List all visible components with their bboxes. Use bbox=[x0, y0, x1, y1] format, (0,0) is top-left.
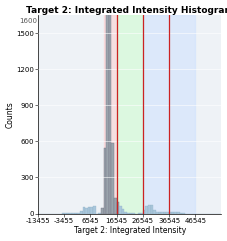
Title: Target 2: Integrated Intensity Histogram: Target 2: Integrated Intensity Histogram bbox=[26, 6, 227, 14]
Bar bbox=[143, 15, 195, 214]
Bar bbox=[109, 0, 111, 214]
Bar bbox=[153, 210, 156, 214]
Bar bbox=[119, 206, 122, 214]
Bar bbox=[148, 205, 151, 214]
Bar bbox=[67, 213, 69, 214]
Bar bbox=[151, 205, 153, 214]
Bar bbox=[182, 213, 185, 214]
Bar bbox=[104, 148, 106, 214]
Bar bbox=[72, 213, 75, 214]
Bar bbox=[117, 15, 143, 214]
Bar bbox=[122, 209, 124, 214]
Bar bbox=[169, 212, 172, 214]
Bar bbox=[156, 212, 158, 214]
Bar bbox=[124, 212, 127, 214]
Bar bbox=[127, 213, 130, 214]
Bar bbox=[146, 206, 148, 214]
Bar bbox=[174, 212, 177, 214]
Bar bbox=[111, 143, 114, 214]
Bar bbox=[158, 212, 161, 214]
Bar bbox=[98, 213, 101, 214]
Text: 1600: 1600 bbox=[20, 18, 37, 24]
Bar bbox=[140, 213, 143, 214]
Bar bbox=[143, 210, 146, 214]
Bar bbox=[90, 207, 93, 214]
Bar bbox=[80, 211, 83, 214]
Bar bbox=[117, 202, 119, 214]
Bar bbox=[172, 212, 174, 214]
Bar bbox=[104, 15, 117, 214]
X-axis label: Target 2: Integrated Intensity: Target 2: Integrated Intensity bbox=[74, 227, 186, 235]
Bar bbox=[85, 208, 88, 214]
Bar bbox=[88, 208, 90, 214]
Bar bbox=[177, 212, 180, 214]
Bar bbox=[164, 212, 166, 214]
Bar bbox=[101, 208, 104, 214]
Bar bbox=[93, 206, 96, 214]
Bar bbox=[83, 207, 85, 214]
Bar bbox=[114, 198, 117, 214]
Bar bbox=[166, 212, 169, 214]
Bar bbox=[106, 0, 109, 214]
Bar bbox=[161, 212, 164, 214]
Bar bbox=[180, 213, 182, 214]
Y-axis label: Counts: Counts bbox=[5, 101, 15, 128]
Bar bbox=[77, 213, 80, 214]
